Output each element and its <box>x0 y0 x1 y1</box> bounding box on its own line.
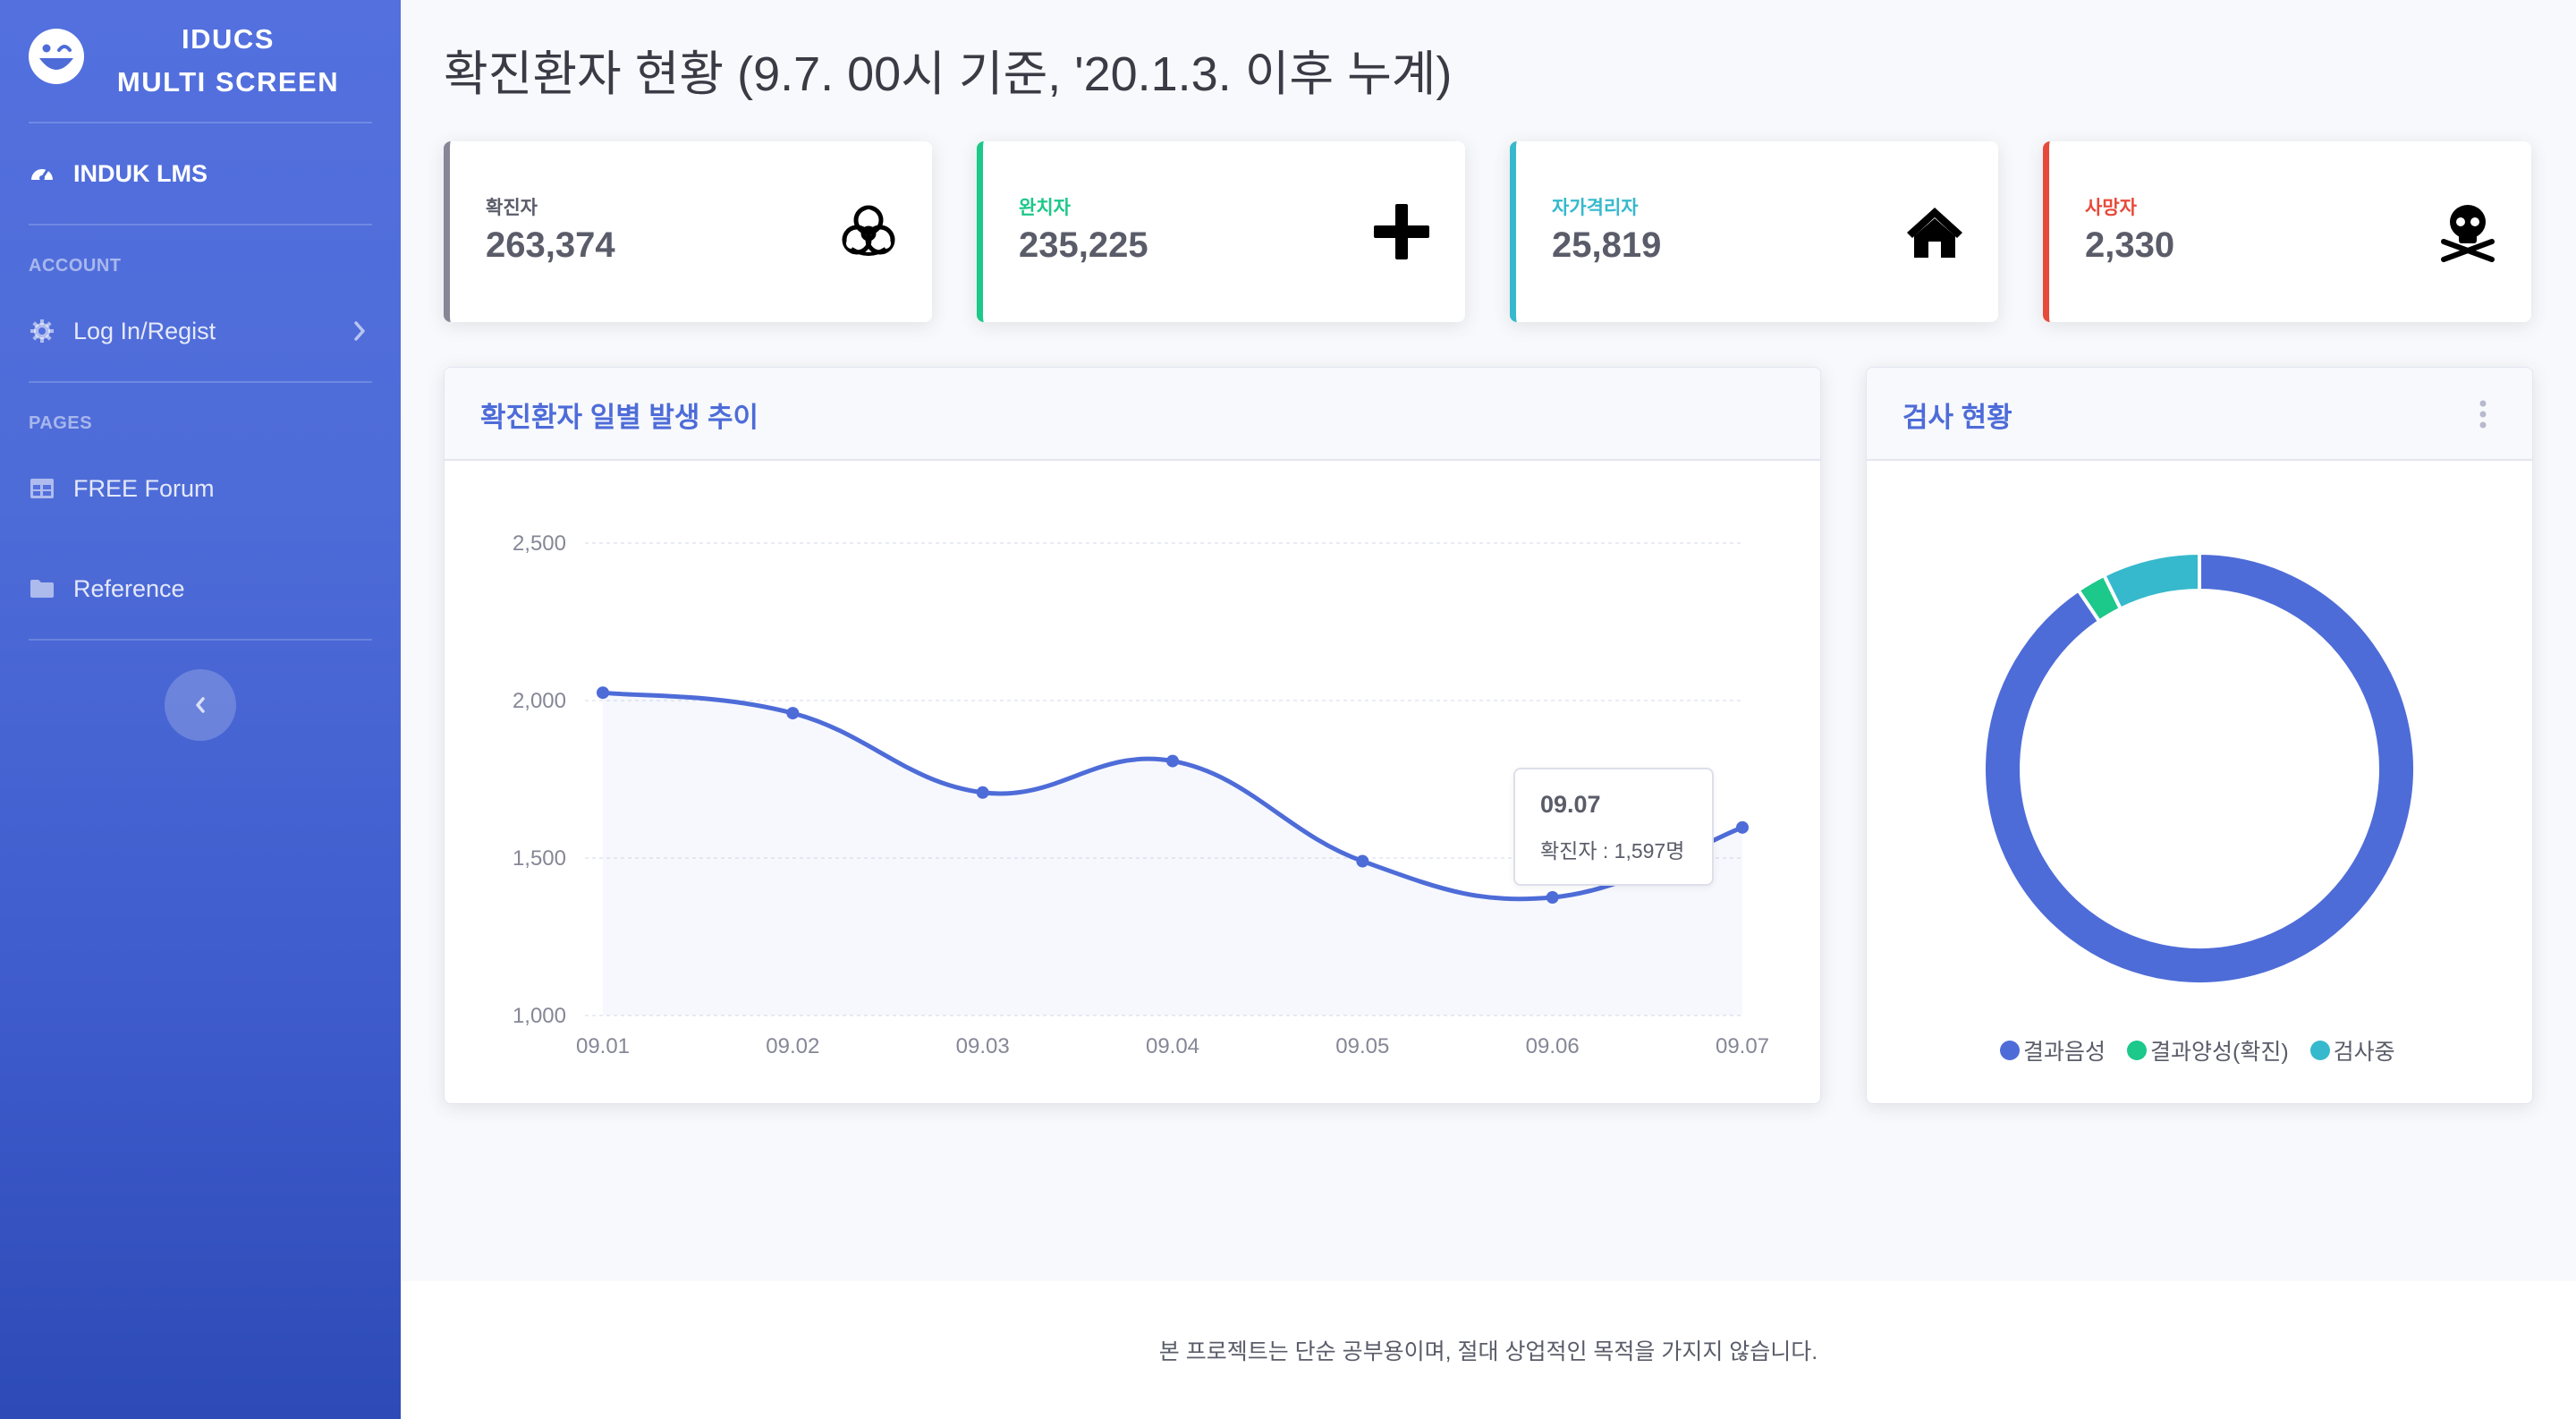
data-point <box>597 686 609 700</box>
pie-chart-card: 검사 현황 <box>1866 367 2533 1104</box>
legend-item[interactable]: 검사중 <box>2309 1034 2395 1066</box>
sidebar-divider <box>29 122 372 123</box>
stat-label: 완치자 <box>1019 198 1071 218</box>
sidebar-item-dashboard[interactable]: INDUK LMS <box>29 147 372 200</box>
stat-value: 235,225 <box>1019 225 1148 265</box>
series-area <box>603 693 1742 1015</box>
legend-label: 검사중 <box>2333 1040 2395 1065</box>
stat-card-confirmed: 확진자 263,374 <box>444 141 932 322</box>
x-tick-label: 09.03 <box>956 1034 1010 1058</box>
brand-line-1: IDUCS <box>182 23 275 55</box>
stat-card-quarantine: 자가격리자 25,819 <box>1510 141 1998 322</box>
x-tick-label: 09.06 <box>1526 1034 1580 1058</box>
card-header: 검사 현황 <box>1867 368 2532 461</box>
y-tick-label: 1,500 <box>513 846 566 871</box>
line-chart-card: 확진환자 일별 발생 추이 1,000 1,500 2,000 2,500 09.01 0… <box>444 367 1821 1104</box>
data-point <box>1546 891 1559 904</box>
sidebar-divider <box>29 224 372 225</box>
y-tick-label: 2,500 <box>513 531 566 556</box>
stat-value: 2,330 <box>2085 225 2175 265</box>
tooltip-body: 확진자 : 1,597명 <box>1540 839 1685 862</box>
chevron-left-icon <box>196 697 205 713</box>
sidebar-item-label: Reference <box>73 574 185 602</box>
pie-slice <box>1982 550 2417 986</box>
data-point <box>1166 754 1179 768</box>
doughnut-chart <box>1982 550 2417 986</box>
stat-card-recovered: 완치자 235,225 <box>977 141 1465 322</box>
legend-label: 결과양성(확진) <box>2150 1040 2289 1065</box>
table-icon <box>29 475 55 502</box>
stat-value: 25,819 <box>1552 225 1662 265</box>
x-tick-label: 09.07 <box>1716 1034 1769 1058</box>
laugh-wink-icon <box>29 29 84 84</box>
line-chart: 1,000 1,500 2,000 2,500 09.01 09.02 09.03 09.04… <box>513 531 1769 1058</box>
home-icon <box>1907 208 1962 258</box>
sidebar-item-label: Log In/Regist <box>73 317 216 344</box>
x-tick-label: 09.05 <box>1335 1034 1389 1058</box>
footer-text: 본 프로젝트는 단순 공부용이며, 절대 상업적인 목적을 가지지 않습니다. <box>1158 1339 1818 1364</box>
data-point <box>976 786 989 799</box>
chart-tooltip: 09.07 확진자 : 1,597명 <box>1513 768 1714 886</box>
legend-label: 결과음성 <box>2023 1040 2106 1065</box>
data-point <box>786 707 800 720</box>
sidebar-item-forum[interactable]: FREE Forum <box>29 462 372 515</box>
card-header: 확진환자 일별 발생 추이 <box>445 368 1820 461</box>
ellipsis-vertical-icon[interactable] <box>2479 398 2487 430</box>
sidebar-brand[interactable]: IDUCS MULTI SCREEN <box>0 0 401 122</box>
sidebar-item-login[interactable]: Log In/Regist <box>29 304 372 358</box>
x-tick-label: 09.01 <box>576 1034 630 1058</box>
folder-icon <box>29 575 55 602</box>
card-title: 검사 현황 <box>1902 402 2012 433</box>
legend-item[interactable]: 결과양성(확진) <box>2127 1034 2289 1066</box>
skull-crossbones-icon <box>2441 205 2495 262</box>
plus-icon <box>1374 204 1429 259</box>
data-point <box>1736 820 1749 834</box>
chevron-right-icon <box>354 321 365 341</box>
tooltip-title: 09.07 <box>1540 791 1601 818</box>
y-tick-label: 1,000 <box>513 1004 566 1028</box>
legend-swatch <box>2000 1041 2020 1060</box>
legend-swatch <box>2127 1041 2148 1060</box>
sidebar-item-reference[interactable]: Reference <box>29 562 372 616</box>
card-title: 확진환자 일별 발생 추이 <box>480 402 759 433</box>
stat-label: 자가격리자 <box>1552 198 1639 218</box>
page-title: 확진환자 현황 (9.7. 00시 기준, '20.1.3. 이후 누계) <box>444 47 1453 101</box>
y-tick-label: 2,000 <box>513 689 566 713</box>
sidebar-toggle-button[interactable] <box>165 669 236 741</box>
x-tick-label: 09.02 <box>766 1034 819 1058</box>
x-tick-label: 09.04 <box>1146 1034 1199 1058</box>
sidebar-heading-pages: PAGES <box>29 413 93 433</box>
brand-title: IDUCS MULTI SCREEN <box>98 18 358 104</box>
data-point <box>1356 854 1369 868</box>
sidebar-divider <box>29 381 372 383</box>
biohazard-icon <box>842 205 895 256</box>
legend-swatch <box>2309 1041 2330 1060</box>
pie-legend: 결과음성 결과양성(확진) 검사중 <box>2000 1034 2417 1066</box>
legend-item[interactable]: 결과음성 <box>2000 1034 2106 1066</box>
footer: 본 프로젝트는 단순 공부용이며, 절대 상업적인 목적을 가지지 않습니다. <box>401 1281 2576 1419</box>
stat-value: 263,374 <box>486 225 615 265</box>
stat-card-deaths: 사망자 2,330 <box>2043 141 2531 322</box>
stat-label: 사망자 <box>2085 198 2137 218</box>
pie-slice <box>2101 550 2201 612</box>
cog-icon <box>29 318 55 344</box>
sidebar-item-label: FREE Forum <box>73 474 215 502</box>
sidebar-divider <box>29 639 372 641</box>
tachometer-icon <box>29 160 55 187</box>
sidebar: IDUCS MULTI SCREEN INDUK LMS ACCOUNT <box>0 0 401 1419</box>
brand-line-2: MULTI SCREEN <box>116 66 340 98</box>
stat-label: 확진자 <box>486 198 538 218</box>
sidebar-item-label: INDUK LMS <box>73 159 208 187</box>
sidebar-heading-account: ACCOUNT <box>29 256 122 276</box>
